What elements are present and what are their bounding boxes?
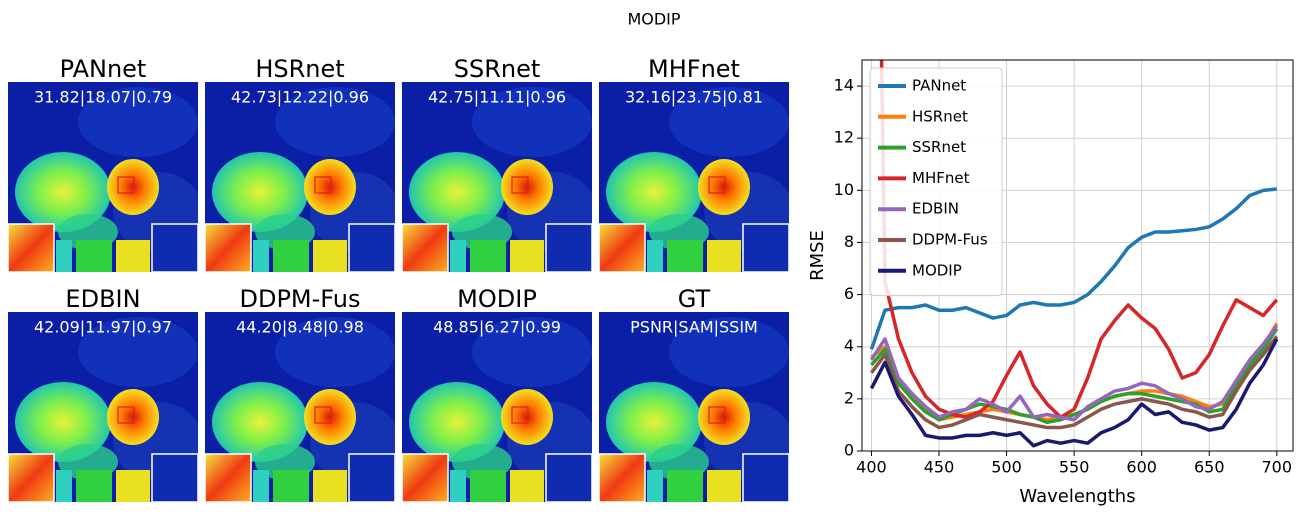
y-tick-label: 6	[844, 284, 854, 303]
x-tick-label: 700	[1262, 458, 1293, 477]
panel-grid: PANnet 31.82|18.07|0.79 HSRnet 42.73|12.22|…	[8, 55, 794, 502]
panel-metrics: 44.20|8.48|0.98	[236, 318, 364, 337]
panel-name: EDBIN	[65, 285, 140, 313]
legend-label: MODIP	[912, 261, 962, 279]
series-line	[879, 60, 1279, 419]
panel-metrics: 42.73|12.22|0.96	[231, 88, 369, 107]
y-tick-label: 8	[844, 232, 854, 251]
panel-metrics: 42.09|11.97|0.97	[34, 318, 172, 337]
plot-frame	[861, 59, 1294, 452]
panel-name: PANnet	[60, 55, 147, 83]
series-line	[870, 335, 1279, 430]
x-tick-label: 500	[991, 458, 1022, 477]
panel-image	[8, 82, 203, 272]
series-line	[869, 324, 1279, 422]
panel-image	[599, 312, 794, 502]
y-tick-label: 4	[844, 336, 854, 355]
panel-name: DDPM-Fus	[239, 285, 360, 313]
figure-title: MODIP	[627, 10, 680, 29]
panel-metrics: 32.16|23.75|0.81	[625, 88, 763, 107]
x-tick-label: 450	[924, 458, 955, 477]
legend-label: EDBIN	[912, 200, 959, 218]
panel-metrics: PSNR|SAM|SSIM	[630, 318, 758, 337]
legend-label: PANnet	[912, 77, 966, 95]
x-tick-label: 400	[856, 458, 887, 477]
y-tick-label: 12	[834, 128, 854, 147]
y-tick-label: 14	[834, 76, 854, 95]
panel-image	[8, 312, 203, 502]
legend-label: HSRnet	[912, 107, 968, 125]
panel-name: MHFnet	[648, 55, 740, 83]
series-line	[869, 187, 1277, 350]
x-tick-label: 550	[1059, 458, 1090, 477]
panel-metrics: 42.75|11.11|0.96	[428, 88, 566, 107]
legend-label: DDPM-Fus	[912, 231, 988, 249]
y-tick-label: 10	[834, 180, 854, 199]
y-tick-label: 0	[844, 441, 854, 460]
panel-metrics: 48.85|6.27|0.99	[433, 318, 561, 337]
panel-name: MODIP	[457, 285, 537, 313]
panel-name: GT	[678, 285, 711, 313]
x-tick-label: 600	[1126, 458, 1157, 477]
y-tick-label: 2	[844, 388, 854, 407]
legend-label: SSRnet	[912, 138, 966, 156]
panel-metrics: 31.82|18.07|0.79	[34, 88, 172, 107]
panel-image	[402, 82, 597, 272]
series-line	[870, 327, 1279, 425]
line-chart: 0 2 4 6 8 10 12 14 400 450 500 550 600 650 700 Waveleng…	[807, 59, 1294, 507]
panel-image	[205, 82, 400, 272]
panel-image	[205, 312, 400, 502]
legend-label: MHFnet	[912, 169, 970, 187]
panel-name: SSRnet	[454, 55, 541, 83]
y-axis-label: RMSE	[807, 230, 828, 281]
panel-name: HSRnet	[255, 55, 344, 83]
series-group	[869, 60, 1279, 448]
series-line	[869, 338, 1279, 448]
panel-image	[402, 312, 597, 502]
x-tick-label: 650	[1194, 458, 1225, 477]
panel-image	[599, 82, 794, 272]
x-axis-label: Wavelengths	[1019, 486, 1135, 507]
